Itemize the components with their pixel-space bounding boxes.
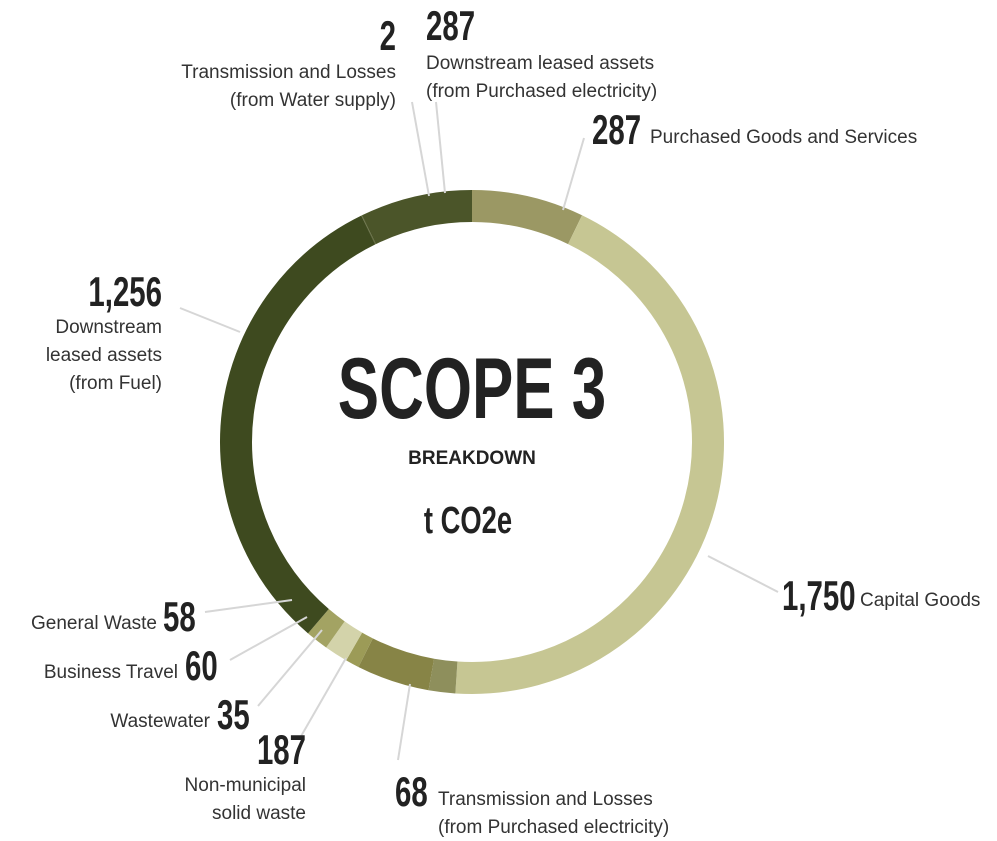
category-label: General Waste (31, 613, 157, 634)
value-label-group: 1,256 (88, 268, 162, 316)
value-label: 58 (163, 593, 196, 641)
category-label: Purchased Goods and Services (650, 127, 917, 148)
category-label: Business Travel (44, 662, 178, 683)
value-label: 187 (257, 726, 306, 774)
value-label-group: 60 (185, 642, 218, 690)
category-label: (from Purchased electricity) (438, 817, 669, 838)
unit-group: t CO2e (424, 500, 512, 542)
value-label-group: 35 (217, 691, 250, 739)
value-label: 35 (217, 691, 250, 739)
value-label-group: 287 (426, 2, 475, 50)
category-label: Downstream leased assets (426, 53, 654, 74)
category-label: (from Water supply) (230, 90, 396, 111)
leader-line (397, 683, 411, 761)
donut-segment (428, 658, 458, 694)
category-label: Downstream (55, 317, 162, 338)
value-label: 60 (185, 642, 218, 690)
leader-line (435, 101, 446, 194)
leader-line (562, 137, 585, 211)
title-group: SCOPE 3 (338, 340, 606, 436)
category-label: Transmission and Losses (438, 789, 653, 810)
category-label: Transmission and Losses (181, 62, 396, 83)
category-label: leased assets (46, 345, 162, 366)
category-label: Capital Goods (860, 590, 980, 611)
leader-line (707, 555, 779, 593)
chart-subtitle: BREAKDOWN (408, 448, 536, 469)
leader-line (204, 599, 293, 613)
chart-title: SCOPE 3 (338, 340, 606, 436)
category-label: Non-municipal (185, 775, 306, 796)
value-label-group: 2 (380, 12, 396, 60)
value-label: 1,750 (782, 572, 856, 620)
leader-line (299, 657, 347, 739)
category-label: solid waste (212, 803, 306, 824)
donut-segment (361, 190, 473, 245)
leader-line (257, 629, 323, 707)
leader-line (179, 307, 241, 333)
value-label: 2 (380, 12, 396, 60)
value-label-group: 58 (163, 593, 196, 641)
donut-segment (326, 621, 363, 661)
value-label-group: 287 (592, 106, 641, 154)
leader-line (411, 101, 430, 197)
donut-segment (308, 608, 345, 648)
unit-label: t CO2e (424, 500, 512, 542)
value-label-group: 1,750 (782, 572, 856, 620)
donut-segment (358, 638, 435, 691)
value-label: 287 (592, 106, 641, 154)
donut-segment (471, 190, 583, 245)
donut-segment (346, 632, 373, 667)
value-label: 287 (426, 2, 475, 50)
value-label: 1,256 (88, 268, 162, 316)
leader-line (229, 616, 308, 661)
donut-segment (455, 215, 724, 694)
value-label-group: 187 (257, 726, 306, 774)
category-label: (from Purchased electricity) (426, 81, 657, 102)
category-label: Wastewater (110, 711, 210, 732)
value-label-group: 68 (395, 768, 428, 816)
value-label: 68 (395, 768, 428, 816)
donut-segment (220, 215, 376, 634)
category-label: (from Fuel) (69, 373, 162, 394)
